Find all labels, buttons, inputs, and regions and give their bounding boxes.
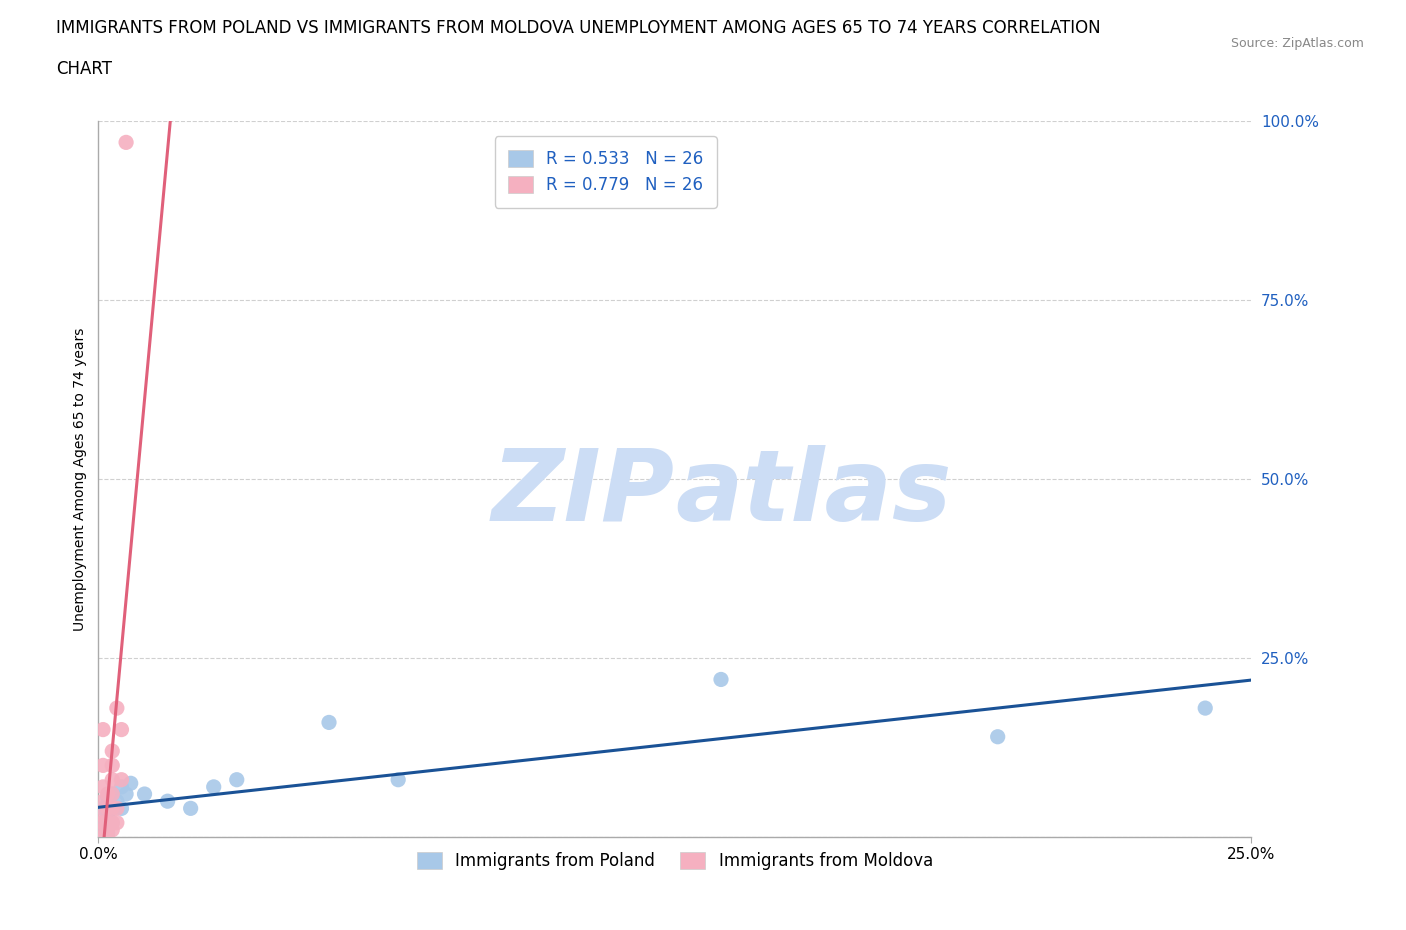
Point — [91, 801, 114, 816]
Point — [97, 830, 120, 844]
Point — [110, 801, 132, 816]
Point — [91, 830, 114, 844]
Point — [97, 790, 120, 805]
Point — [105, 801, 128, 816]
Point — [101, 758, 124, 773]
Point — [101, 787, 124, 802]
Point — [1194, 700, 1216, 715]
Point — [101, 816, 124, 830]
Point — [180, 801, 202, 816]
Point — [115, 787, 138, 802]
Point — [97, 808, 120, 823]
Legend: Immigrants from Poland, Immigrants from Moldova: Immigrants from Poland, Immigrants from … — [409, 844, 941, 879]
Point — [91, 722, 114, 737]
Point — [97, 822, 120, 837]
Text: IMMIGRANTS FROM POLAND VS IMMIGRANTS FROM MOLDOVA UNEMPLOYMENT AMONG AGES 65 TO : IMMIGRANTS FROM POLAND VS IMMIGRANTS FRO… — [56, 19, 1101, 36]
Point — [987, 729, 1010, 744]
Point — [97, 826, 120, 841]
Point — [105, 794, 128, 809]
Point — [115, 135, 138, 150]
Point — [91, 808, 114, 823]
Point — [91, 822, 114, 837]
Point — [101, 822, 124, 837]
Point — [225, 772, 247, 787]
Point — [134, 787, 156, 802]
Point — [97, 818, 120, 833]
Text: CHART: CHART — [56, 60, 112, 78]
Point — [97, 816, 120, 830]
Point — [387, 772, 409, 787]
Point — [101, 816, 124, 830]
Y-axis label: Unemployment Among Ages 65 to 74 years: Unemployment Among Ages 65 to 74 years — [73, 327, 87, 631]
Point — [91, 830, 114, 844]
Point — [101, 787, 124, 802]
Point — [120, 776, 142, 790]
Text: ZIP: ZIP — [492, 445, 675, 542]
Text: Source: ZipAtlas.com: Source: ZipAtlas.com — [1230, 37, 1364, 50]
Point — [156, 794, 179, 809]
Point — [101, 801, 124, 816]
Point — [91, 758, 114, 773]
Point — [91, 822, 114, 837]
Point — [101, 801, 124, 816]
Point — [91, 816, 114, 830]
Text: atlas: atlas — [675, 445, 952, 542]
Point — [97, 787, 120, 802]
Point — [97, 801, 120, 816]
Point — [110, 772, 132, 787]
Point — [91, 816, 114, 830]
Point — [110, 722, 132, 737]
Point — [105, 816, 128, 830]
Point — [318, 715, 340, 730]
Point — [110, 779, 132, 794]
Point — [91, 779, 114, 794]
Point — [202, 779, 225, 794]
Point — [710, 672, 733, 687]
Point — [91, 794, 114, 809]
Point — [101, 744, 124, 759]
Point — [101, 772, 124, 787]
Point — [105, 700, 128, 715]
